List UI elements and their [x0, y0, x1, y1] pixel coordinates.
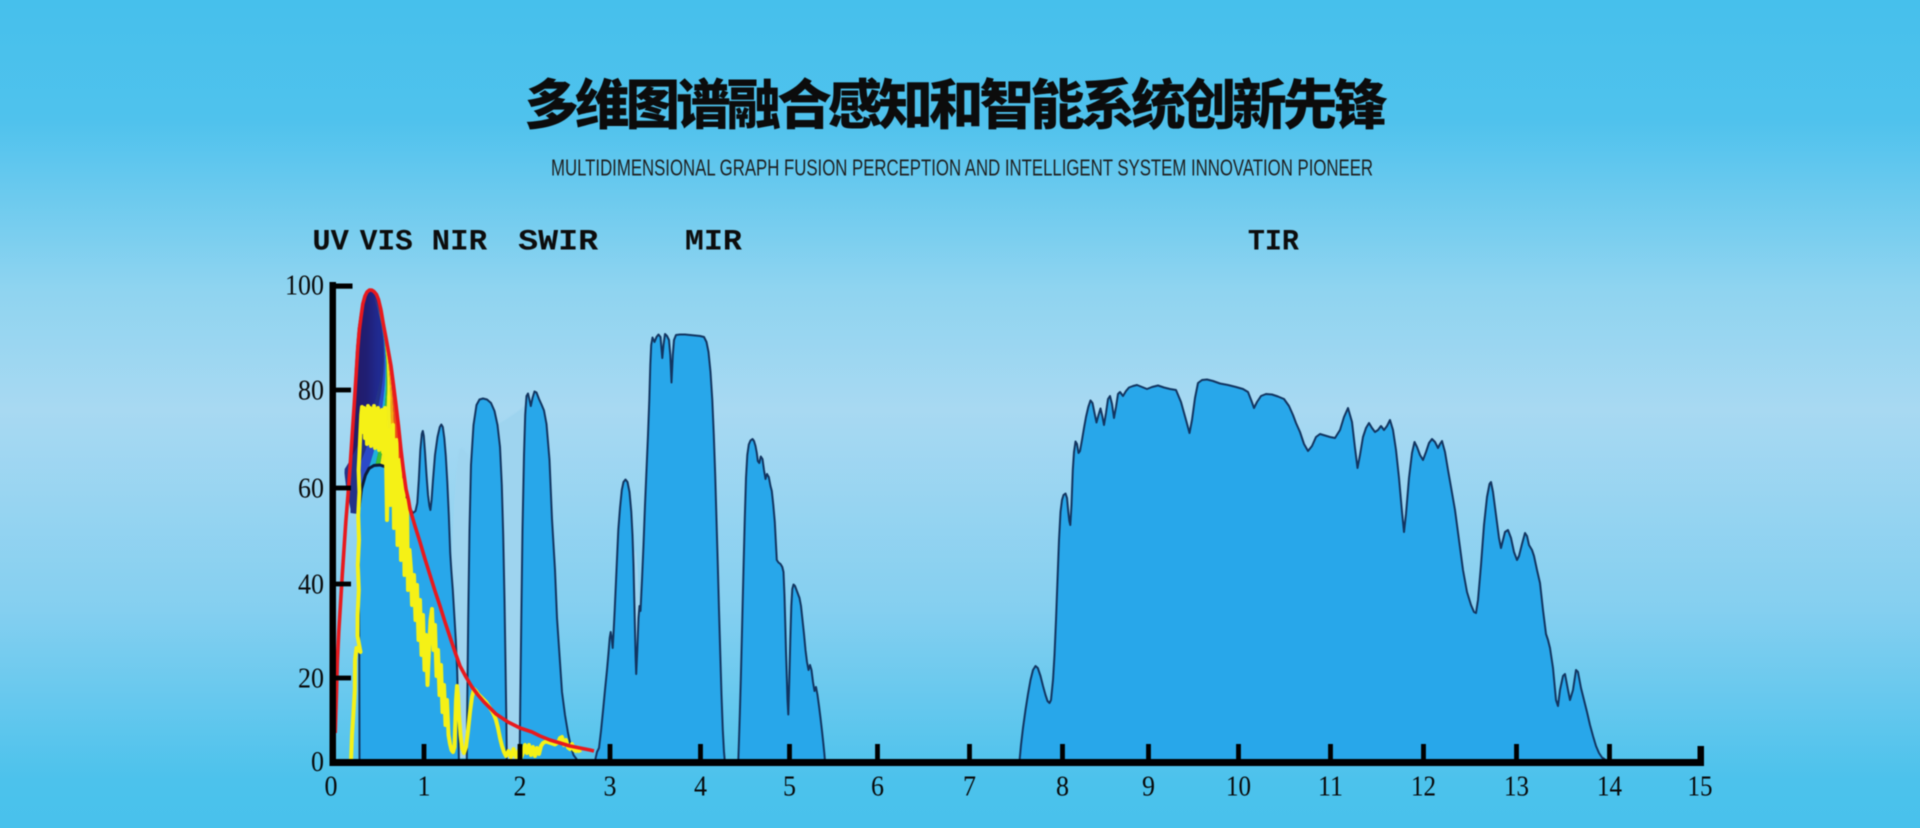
svg-text:11: 11 — [1318, 770, 1343, 802]
svg-text:13: 13 — [1504, 770, 1529, 802]
svg-text:40: 40 — [298, 569, 324, 601]
svg-text:UV: UV — [312, 226, 349, 260]
svg-text:0: 0 — [311, 746, 324, 778]
svg-text:3: 3 — [604, 770, 617, 802]
svg-text:80: 80 — [298, 375, 324, 407]
svg-text:1: 1 — [418, 770, 431, 802]
svg-text:4: 4 — [694, 770, 707, 802]
svg-text:9: 9 — [1142, 770, 1155, 802]
svg-text:60: 60 — [298, 473, 324, 505]
svg-text:TIR: TIR — [1248, 226, 1299, 260]
svg-text:2: 2 — [514, 770, 527, 802]
svg-text:MULTIDIMENSIONAL GRAPH FUSION: MULTIDIMENSIONAL GRAPH FUSION PERCEPTION… — [551, 154, 1373, 180]
svg-text:20: 20 — [298, 663, 324, 695]
svg-text:5: 5 — [783, 770, 796, 802]
svg-text:NIR: NIR — [432, 226, 488, 260]
svg-text:7: 7 — [963, 770, 976, 802]
svg-text:14: 14 — [1597, 770, 1622, 802]
svg-text:12: 12 — [1411, 770, 1436, 802]
svg-text:8: 8 — [1056, 770, 1069, 802]
svg-text:10: 10 — [1226, 770, 1251, 802]
svg-text:6: 6 — [871, 770, 884, 802]
svg-text:0: 0 — [325, 770, 338, 802]
svg-text:100: 100 — [285, 270, 324, 302]
svg-text:MIR: MIR — [685, 226, 742, 260]
svg-text:15: 15 — [1688, 770, 1713, 802]
svg-text:SWIR: SWIR — [518, 226, 598, 260]
svg-text:VIS: VIS — [360, 226, 413, 260]
